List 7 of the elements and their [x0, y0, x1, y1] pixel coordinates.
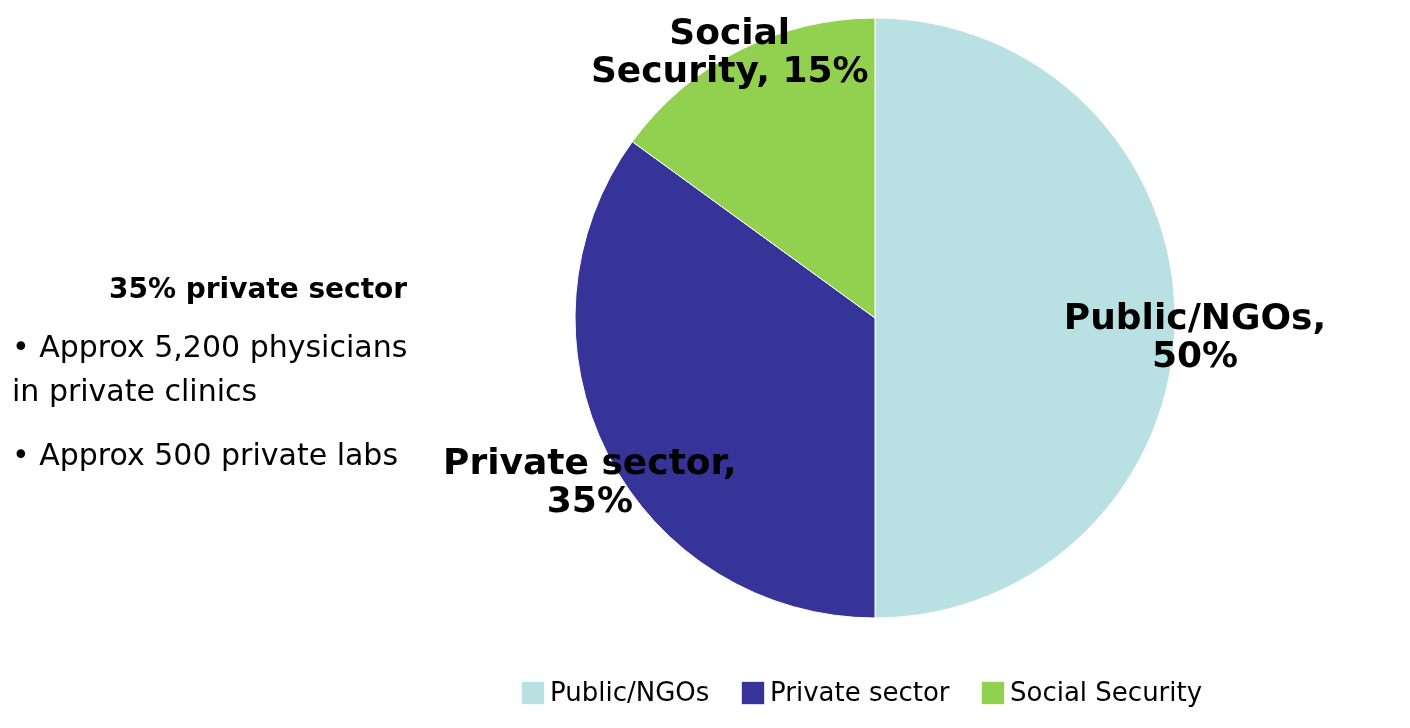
legend-label: Public/NGOs — [550, 677, 710, 707]
legend-label: Private sector — [770, 677, 950, 707]
text: • Approx 500 private labs — [12, 437, 399, 472]
data-label: Public/NGOs, 50% — [1063, 296, 1327, 375]
text: • Approx 5,200 physicians in private clinics — [12, 329, 408, 408]
legend-label: Social Security — [1010, 677, 1203, 707]
text: 35% private sector — [108, 272, 408, 305]
